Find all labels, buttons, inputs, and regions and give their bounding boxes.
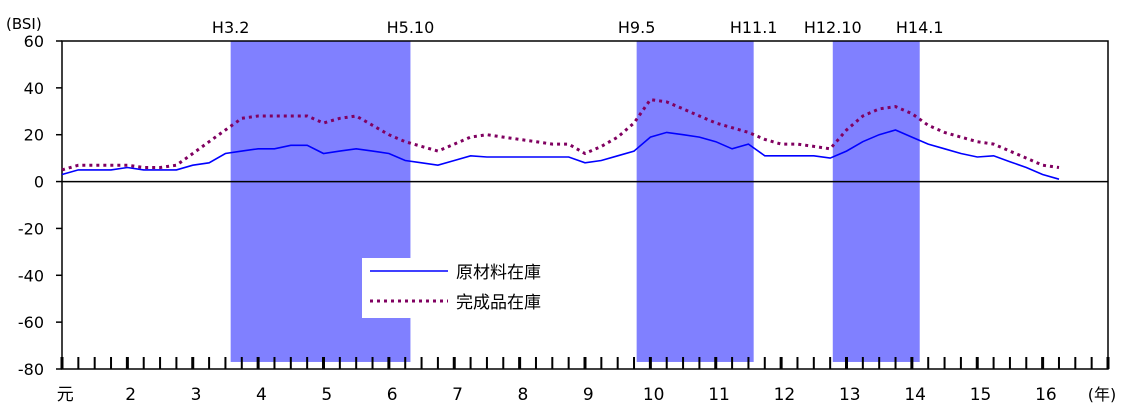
x-tick-label: 7	[452, 385, 463, 405]
y-tick-label: -80	[18, 360, 44, 379]
x-tick-label: 4	[256, 385, 267, 405]
x-tick-label: 13	[839, 385, 861, 405]
plot-frame	[61, 40, 1109, 370]
y-tick-label: -40	[18, 266, 44, 285]
x-tick-label: 15	[970, 385, 992, 405]
y-tick-label: -20	[18, 219, 44, 238]
recession-shading	[230, 41, 920, 362]
x-tick-label: 6	[387, 385, 398, 405]
x-axis-unit: (年)	[1088, 385, 1117, 404]
x-tick-label: 9	[583, 385, 594, 405]
shaded-period-2	[832, 41, 920, 362]
period-end-label: H11.1	[730, 18, 778, 37]
x-tick-label: 2	[125, 385, 136, 405]
labels-layer: H3.2 H5.10 H9.5 H11.1 H12.10 H14.1 -80 -60 -40 -2…	[6, 15, 1116, 405]
x-tick-label: 10	[643, 385, 665, 405]
y-tick-label: 40	[24, 79, 44, 98]
period-end-label: H5.10	[387, 18, 435, 37]
y-axis-label: (BSI)	[6, 15, 42, 33]
y-tick-label: 0	[34, 173, 44, 192]
legend: 原材料在庫 完成品在庫	[362, 258, 602, 318]
period-start-label: H3.2	[212, 18, 249, 37]
x-tick-label: 8	[517, 385, 528, 405]
series-layer	[61, 97, 1060, 180]
y-tick-label: -60	[18, 313, 44, 332]
series-line-0	[61, 129, 1060, 180]
axes-layer	[56, 40, 1110, 370]
y-tick-label: 60	[24, 32, 44, 51]
x-tick-label: 14	[904, 385, 926, 405]
x-tick-label: 3	[191, 385, 202, 405]
period-start-label: H9.5	[618, 18, 655, 37]
period-start-label: H12.10	[804, 18, 862, 37]
y-tick-label: 20	[24, 126, 44, 145]
x-tick-label: 5	[321, 385, 332, 405]
x-tick-label: 16	[1035, 385, 1057, 405]
legend-box	[362, 258, 602, 318]
x-tick-label: 元	[57, 385, 74, 405]
period-end-label: H14.1	[896, 18, 944, 37]
shaded-period-1	[636, 41, 754, 362]
legend-label-raw: 原材料在庫	[456, 263, 541, 283]
legend-label-finished: 完成品在庫	[456, 293, 541, 313]
x-tick-label: 11	[708, 385, 730, 405]
x-tick-label: 12	[774, 385, 796, 405]
